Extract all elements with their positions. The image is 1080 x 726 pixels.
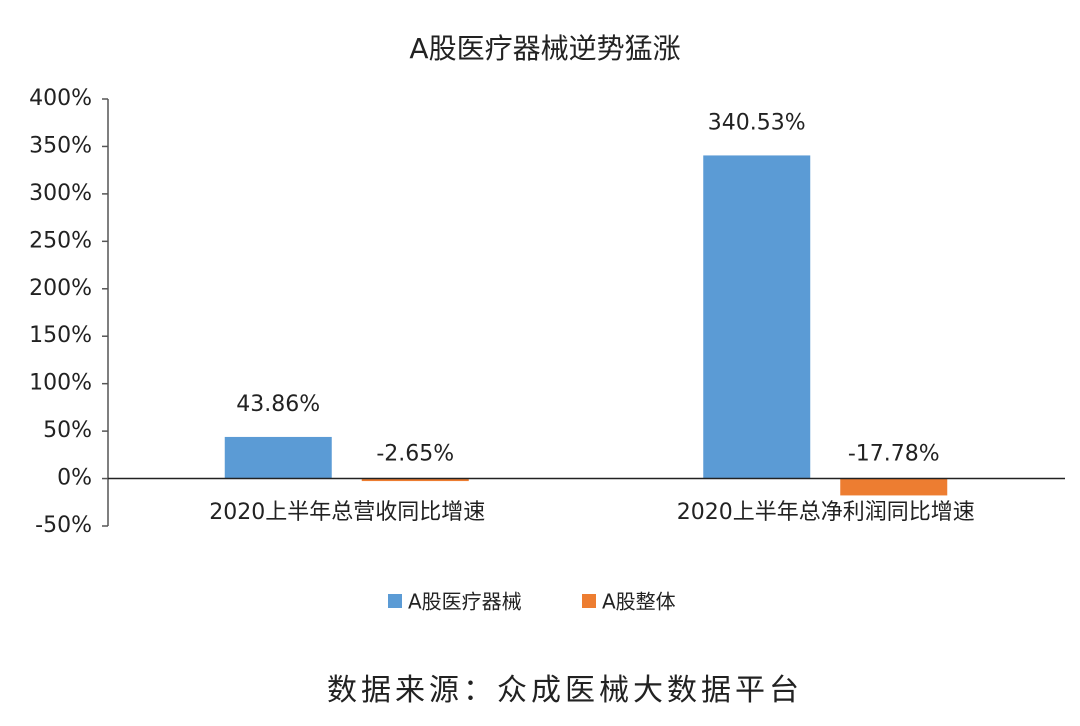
source-note: 数据来源：众成医械大数据平台: [327, 673, 803, 708]
y-tick-label: 350%: [29, 133, 92, 158]
y-tick-label: 400%: [29, 86, 92, 111]
value-label: 43.86%: [236, 392, 320, 417]
bar: [703, 155, 811, 479]
bar: [224, 436, 332, 479]
value-label: 340.53%: [708, 110, 806, 135]
bar: [361, 478, 469, 482]
y-tick-label: 250%: [29, 228, 92, 253]
legend-label: A股医疗器械: [408, 590, 522, 614]
value-label: -17.78%: [848, 442, 940, 467]
y-tick-label: 100%: [29, 371, 92, 396]
value-label: -2.65%: [376, 442, 454, 467]
y-tick-label: 300%: [29, 181, 92, 206]
bar: [840, 478, 948, 496]
legend-swatch: [388, 594, 402, 608]
chart-title: A股医疗器械逆势猛涨: [409, 32, 680, 65]
x-tick-label: 2020上半年总营收同比增速: [209, 500, 485, 525]
y-tick-label: 150%: [29, 323, 92, 348]
x-tick-label: 2020上半年总净利润同比增速: [677, 500, 975, 525]
y-tick-label: -50%: [35, 513, 92, 538]
y-tick-label: 0%: [57, 466, 92, 491]
y-tick-label: 50%: [43, 418, 92, 443]
legend-label: A股整体: [602, 590, 676, 614]
legend-swatch: [582, 594, 596, 608]
y-tick-label: 200%: [29, 276, 92, 301]
